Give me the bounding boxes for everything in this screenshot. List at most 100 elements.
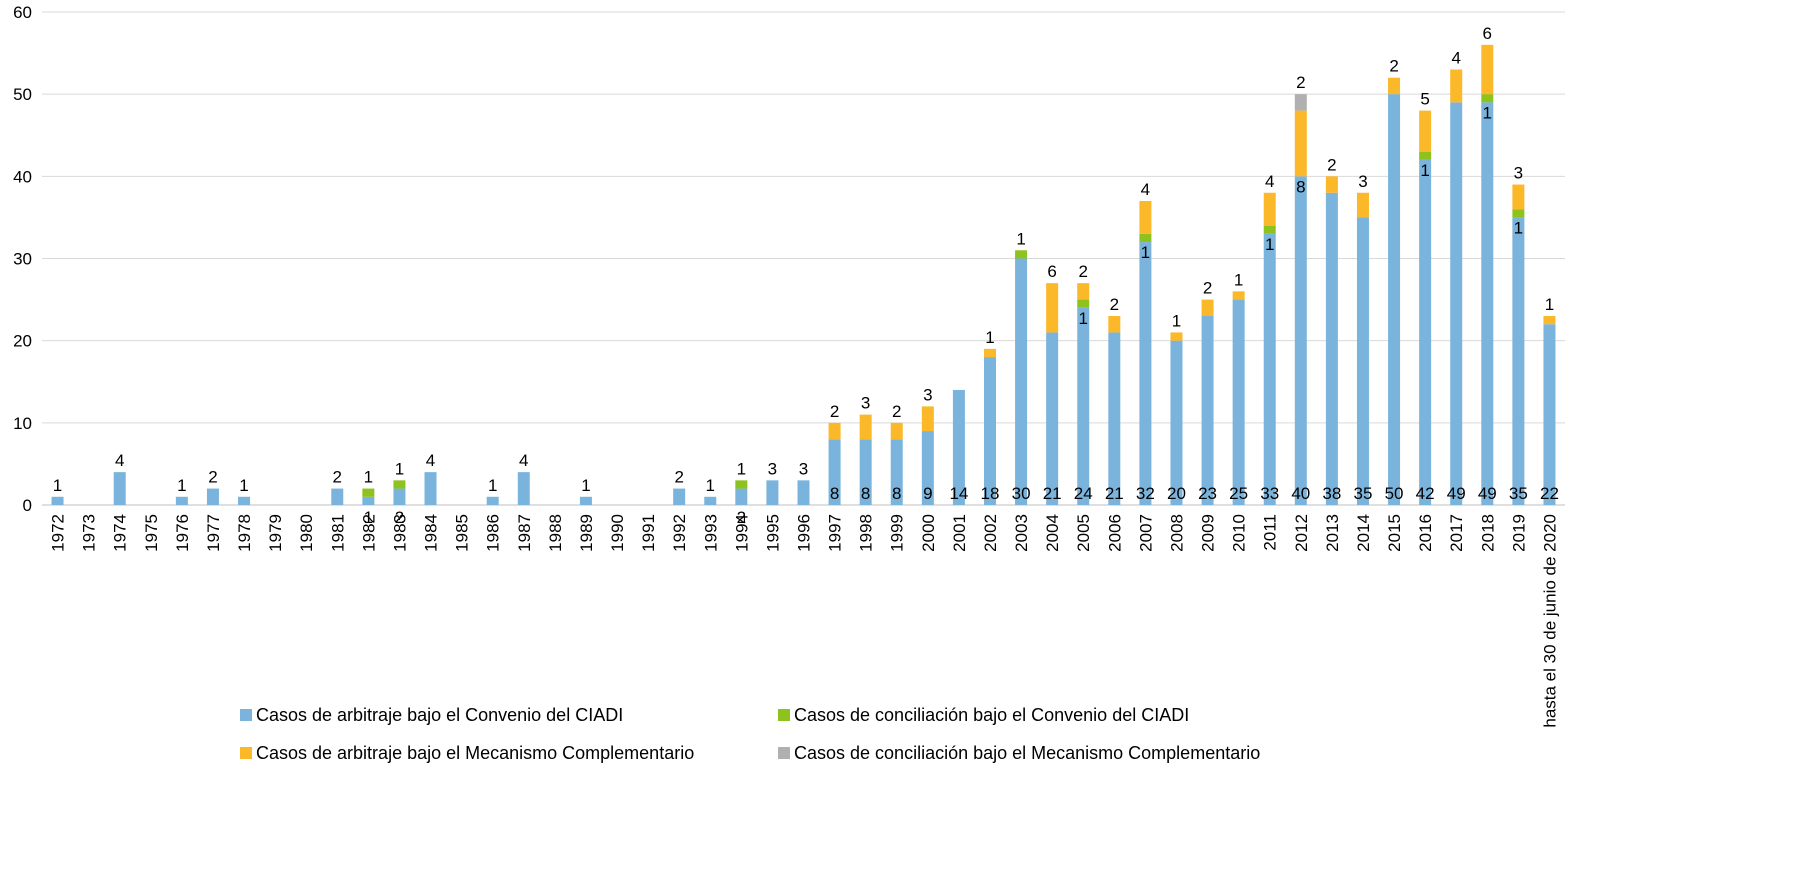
- x-tick-label: 1993: [701, 514, 720, 552]
- legend-swatch: [240, 747, 252, 759]
- data-label: 18: [981, 484, 1000, 503]
- bar-segment: [1232, 299, 1245, 505]
- x-tick-label: 1994: [732, 514, 751, 552]
- bar-segment: [238, 496, 251, 505]
- x-tick-label: 1999: [888, 514, 907, 552]
- bar-segment: [1077, 283, 1090, 300]
- x-tick-label: 2009: [1199, 514, 1218, 552]
- x-tick-label: 2012: [1292, 514, 1311, 552]
- legend-label: Casos de conciliación bajo el Mecanismo …: [794, 743, 1260, 763]
- bar-segment: [579, 496, 592, 505]
- data-label: 42: [1416, 484, 1435, 503]
- bar-segment: [1512, 209, 1525, 218]
- bar-segment: [1325, 192, 1338, 505]
- y-tick-label: 50: [13, 85, 32, 104]
- data-label: 1: [1141, 243, 1150, 262]
- data-label: 35: [1354, 484, 1373, 503]
- data-label: 1: [1079, 309, 1088, 328]
- x-tick-label: 2006: [1105, 514, 1124, 552]
- x-tick-label: hasta el 30 de junio de 2020: [1540, 514, 1559, 728]
- x-tick-label: 2019: [1509, 514, 1528, 552]
- data-label: 32: [1136, 484, 1155, 503]
- bar-segment: [766, 480, 779, 505]
- bar-segment: [952, 389, 965, 505]
- bar-segment: [1108, 332, 1121, 505]
- data-label: 3: [923, 385, 932, 404]
- bar-segment: [983, 348, 996, 358]
- data-label: 20: [1167, 484, 1186, 503]
- x-tick-label: 2001: [950, 514, 969, 552]
- bar-segment: [859, 414, 872, 440]
- bar-segment: [1356, 192, 1369, 218]
- x-tick-label: 1975: [142, 514, 161, 552]
- data-label: 4: [1451, 49, 1460, 68]
- bar-segment: [1046, 332, 1059, 505]
- bar-segment: [1481, 102, 1494, 505]
- bar-segment: [1077, 299, 1090, 308]
- data-label: 8: [892, 484, 901, 503]
- bar-segment: [1512, 184, 1525, 210]
- data-label: 2: [830, 402, 839, 421]
- x-tick-label: 1978: [235, 514, 254, 552]
- data-label: 22: [1540, 484, 1559, 503]
- bar-segment: [1108, 316, 1121, 333]
- x-tick-label: 1989: [577, 514, 596, 552]
- bar-segment: [1232, 291, 1245, 300]
- bar-segment: [1170, 332, 1183, 341]
- bar-segment: [393, 480, 406, 489]
- y-tick-label: 60: [13, 3, 32, 22]
- x-tick-label: 1987: [515, 514, 534, 552]
- x-tick-label: 1990: [608, 514, 627, 552]
- bar-segment: [921, 406, 934, 432]
- y-tick-label: 0: [23, 496, 32, 515]
- data-label: 1: [53, 476, 62, 495]
- x-tick-label: 1979: [266, 514, 285, 552]
- bar-segment: [1450, 69, 1463, 103]
- x-tick-label: 1992: [670, 514, 689, 552]
- data-label: 2: [333, 468, 342, 487]
- data-label: 35: [1509, 484, 1528, 503]
- bar-segment: [983, 357, 996, 505]
- data-label: 21: [1043, 484, 1062, 503]
- data-label: 2: [1079, 262, 1088, 281]
- bar-segment: [206, 488, 219, 505]
- bar-segment: [1294, 94, 1307, 111]
- bar-segment: [1201, 299, 1214, 317]
- legend-swatch: [778, 709, 790, 721]
- legend-label: Casos de arbitraje bajo el Mecanismo Com…: [256, 743, 694, 763]
- data-label: 2: [208, 468, 217, 487]
- data-label: 1: [364, 508, 373, 527]
- bar-segment: [704, 496, 717, 505]
- data-label: 21: [1105, 484, 1124, 503]
- data-label: 3: [861, 394, 870, 413]
- bar-segment: [1512, 217, 1525, 505]
- data-label: 2: [737, 508, 746, 527]
- legend-label: Casos de conciliación bajo el Convenio d…: [794, 705, 1189, 725]
- bar-segment: [1015, 250, 1028, 259]
- data-label: 49: [1447, 484, 1466, 503]
- data-label: 1: [1545, 295, 1554, 314]
- x-tick-label: 2000: [919, 514, 938, 552]
- data-label: 1: [1483, 103, 1492, 122]
- x-tick-label: 1973: [80, 514, 99, 552]
- data-label: 1: [1420, 161, 1429, 180]
- x-tick-label: 1981: [328, 514, 347, 552]
- x-tick-label: 1986: [484, 514, 503, 552]
- data-label: 1: [177, 476, 186, 495]
- x-tick-label: 2004: [1043, 514, 1062, 552]
- data-label: 1: [395, 459, 404, 478]
- y-tick-label: 10: [13, 414, 32, 433]
- data-label: 2: [395, 508, 404, 527]
- legend-swatch: [240, 709, 252, 721]
- bar-segment: [1139, 200, 1152, 234]
- bar-segment: [828, 422, 841, 440]
- bar-segment: [1388, 94, 1401, 506]
- bar-segment: [1481, 94, 1494, 103]
- data-label: 4: [115, 451, 124, 470]
- bar-segment: [1139, 233, 1152, 243]
- x-tick-label: 2018: [1478, 514, 1497, 552]
- x-tick-label: 1982: [359, 514, 378, 552]
- data-label: 2: [892, 402, 901, 421]
- y-tick-label: 30: [13, 250, 32, 269]
